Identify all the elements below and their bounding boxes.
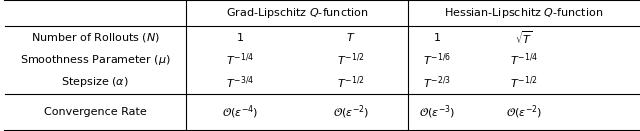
- Text: $1$: $1$: [236, 31, 244, 43]
- Text: $T^{-1/4}$: $T^{-1/4}$: [510, 52, 538, 68]
- Text: Convergence Rate: Convergence Rate: [44, 107, 147, 117]
- Text: $\mathcal{O}(\epsilon^{-4})$: $\mathcal{O}(\epsilon^{-4})$: [221, 103, 258, 121]
- Text: $T^{-1/2}$: $T^{-1/2}$: [337, 74, 365, 91]
- Text: Stepsize ($\alpha$): Stepsize ($\alpha$): [61, 75, 129, 89]
- Text: $T^{-2/3}$: $T^{-2/3}$: [423, 74, 451, 91]
- Text: $\mathcal{O}(\epsilon^{-3})$: $\mathcal{O}(\epsilon^{-3})$: [419, 103, 455, 121]
- Text: $T$: $T$: [346, 31, 356, 43]
- Text: Hessian-Lipschitz $\mathit{Q}$-function: Hessian-Lipschitz $\mathit{Q}$-function: [444, 6, 604, 20]
- Text: Grad-Lipschitz $\mathit{Q}$-function: Grad-Lipschitz $\mathit{Q}$-function: [226, 6, 368, 20]
- Text: $\mathcal{O}(\epsilon^{-2})$: $\mathcal{O}(\epsilon^{-2})$: [506, 103, 542, 121]
- Text: $\sqrt{T}$: $\sqrt{T}$: [515, 29, 533, 46]
- Text: $T^{-1/4}$: $T^{-1/4}$: [226, 52, 254, 68]
- Text: $T^{-1/2}$: $T^{-1/2}$: [510, 74, 538, 91]
- Text: $T^{-1/6}$: $T^{-1/6}$: [422, 52, 451, 68]
- Text: Smoothness Parameter ($\mu$): Smoothness Parameter ($\mu$): [20, 53, 171, 67]
- Text: $1$: $1$: [433, 31, 441, 43]
- Text: Number of Rollouts ($N$): Number of Rollouts ($N$): [31, 31, 159, 44]
- Text: $T^{-1/2}$: $T^{-1/2}$: [337, 52, 365, 68]
- Text: $\mathcal{O}(\epsilon^{-2})$: $\mathcal{O}(\epsilon^{-2})$: [333, 103, 369, 121]
- Text: $T^{-3/4}$: $T^{-3/4}$: [226, 74, 254, 91]
